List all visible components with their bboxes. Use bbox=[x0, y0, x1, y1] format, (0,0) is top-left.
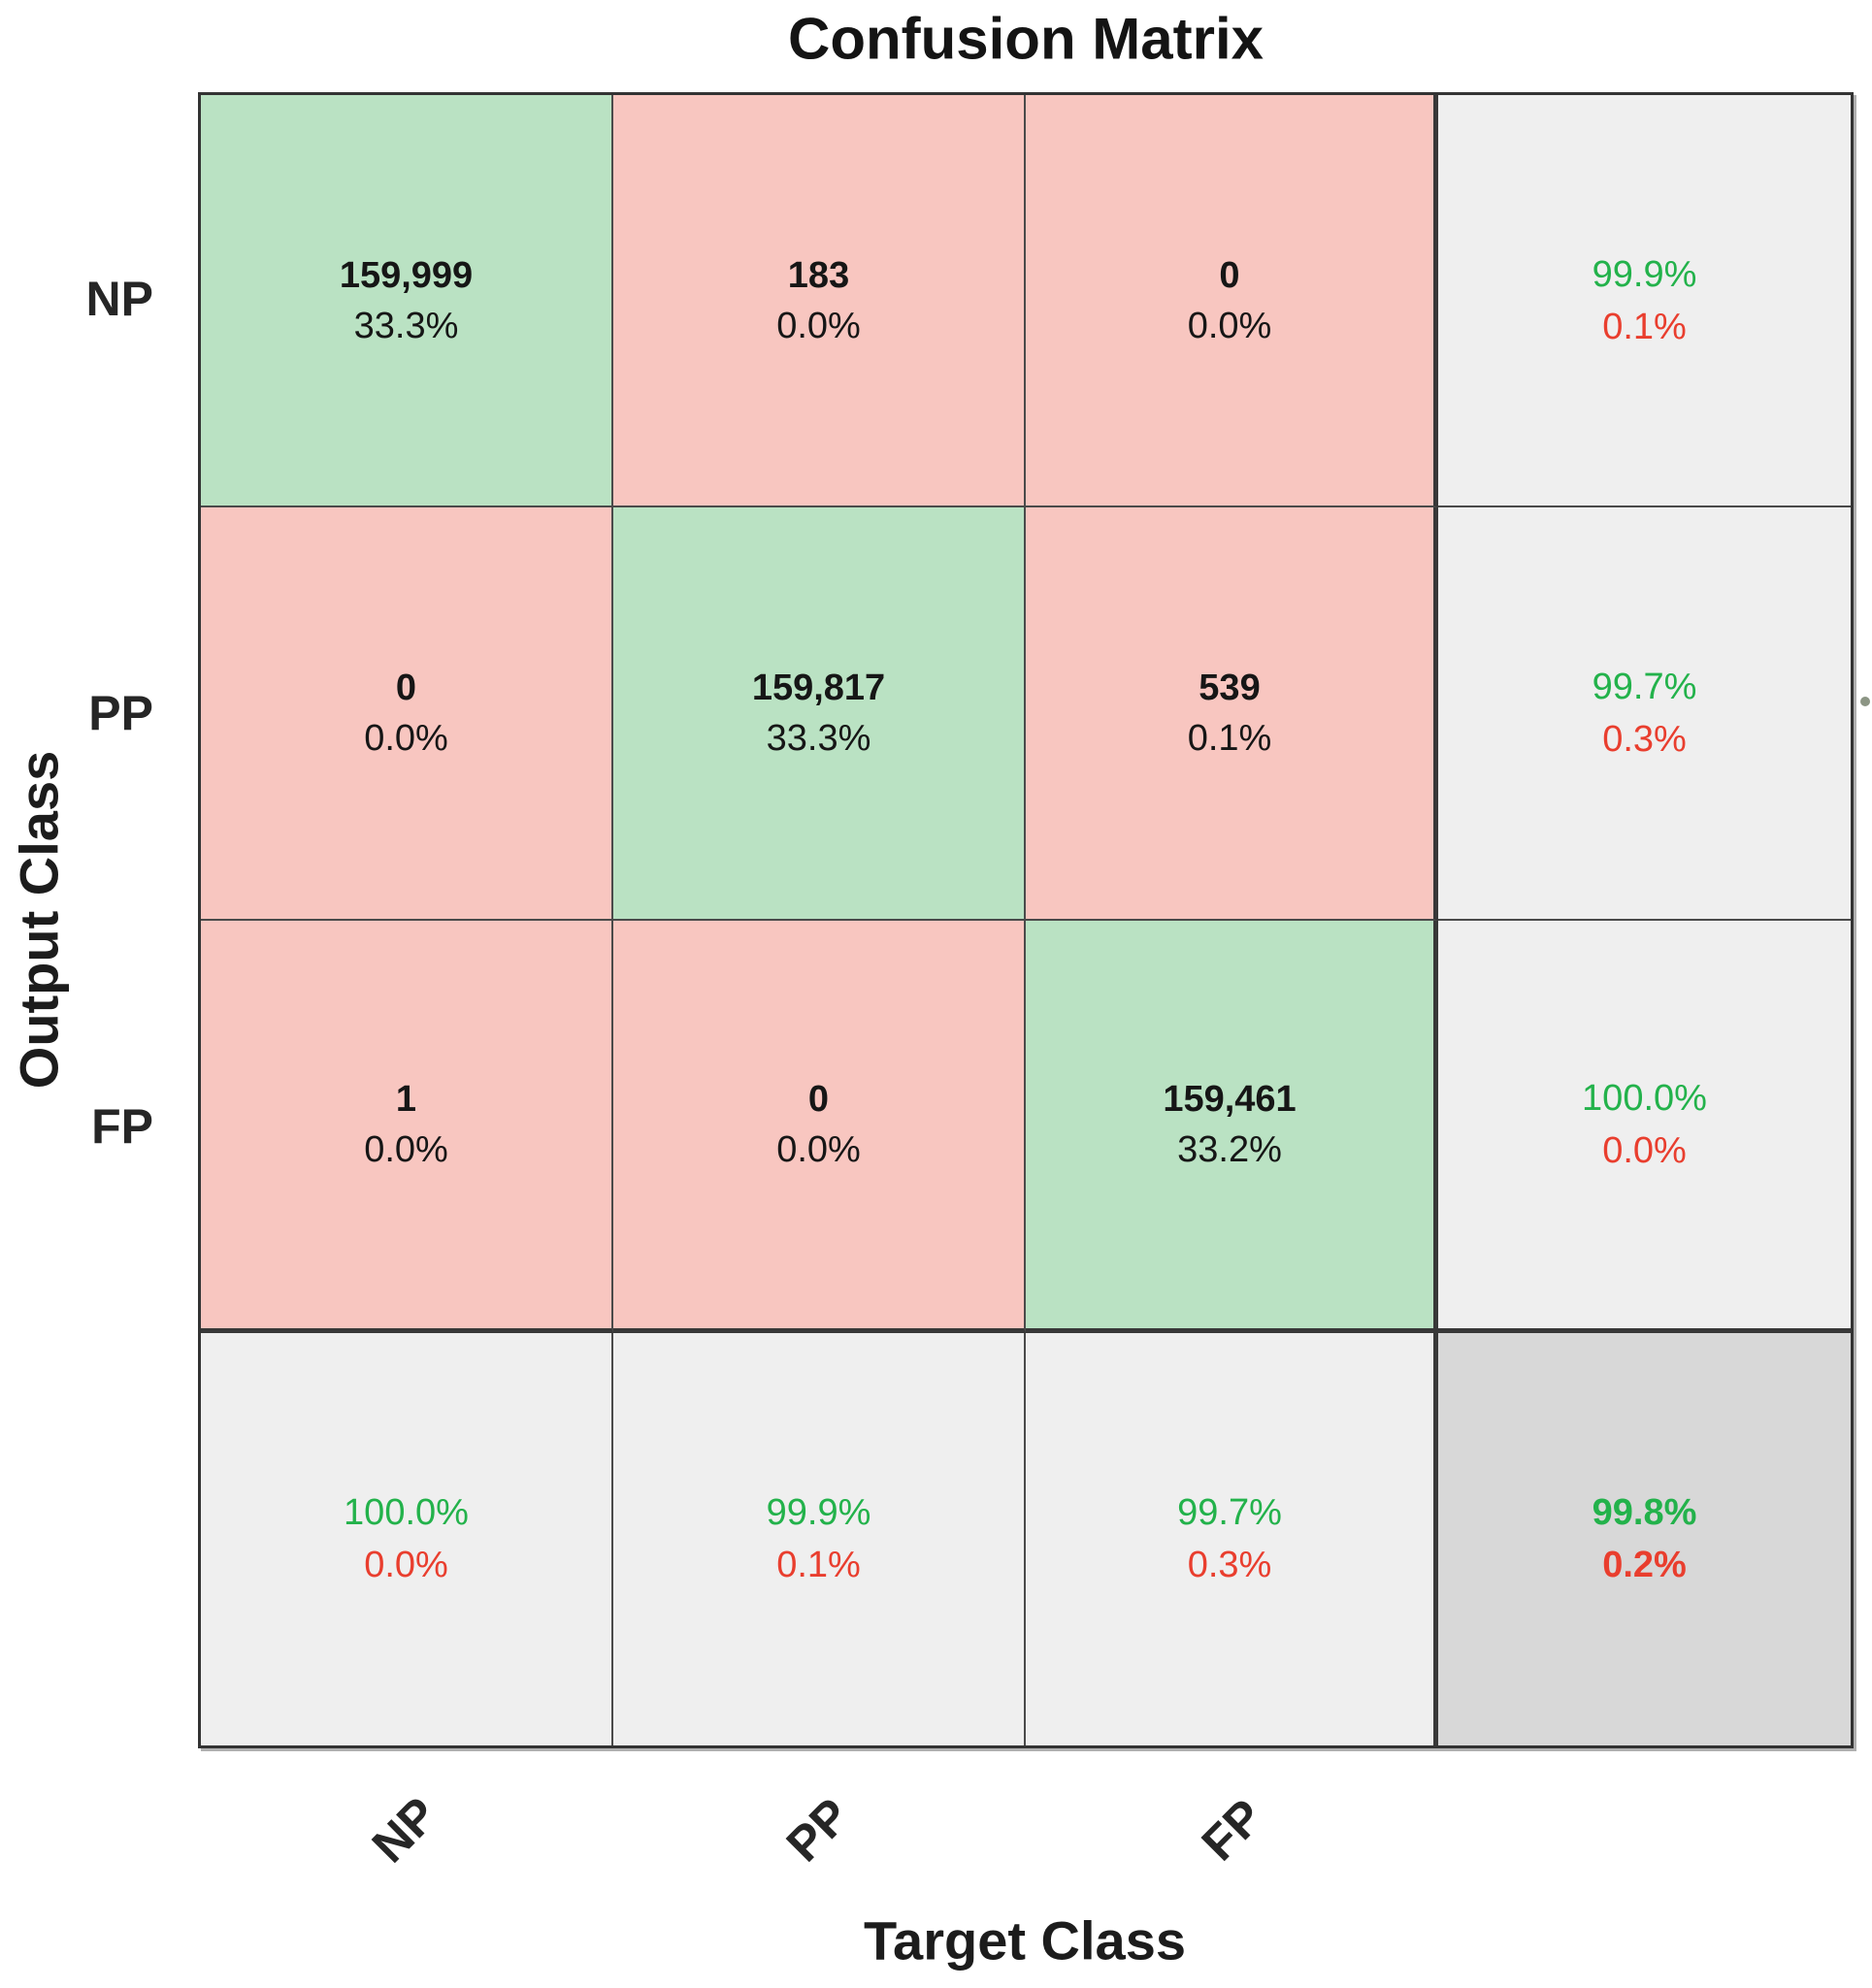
cell-count: 1 bbox=[395, 1078, 417, 1120]
cell-percent: 0.0% bbox=[776, 1128, 861, 1170]
cell-count: 159,817 bbox=[751, 667, 886, 708]
col-summary-bad-percent: 0.1% bbox=[776, 1545, 861, 1586]
cell-output-fp-target-np: 1 0.0% bbox=[201, 920, 613, 1333]
cell-output-np-target-pp: 183 0.0% bbox=[613, 95, 1026, 508]
x-tick-fp: FP bbox=[1191, 1788, 1274, 1872]
x-tick-pp: PP bbox=[775, 1787, 861, 1873]
cell-output-pp-target-pp: 159,817 33.3% bbox=[613, 507, 1026, 921]
col-summary-bad-percent: 0.0% bbox=[364, 1545, 448, 1586]
y-tick-fp: FP bbox=[91, 1099, 153, 1154]
cell-percent: 33.3% bbox=[353, 305, 459, 346]
cell-output-fp-target-pp: 0 0.0% bbox=[613, 920, 1026, 1333]
row-summary-good-percent: 100.0% bbox=[1582, 1077, 1707, 1119]
row-summary-good-percent: 99.7% bbox=[1592, 666, 1697, 707]
cell-percent: 0.0% bbox=[364, 717, 448, 759]
cell-output-pp-target-np: 0 0.0% bbox=[201, 507, 613, 921]
cell-count: 159,999 bbox=[339, 254, 474, 296]
cell-count: 0 bbox=[807, 1078, 830, 1120]
col-summary-good-percent: 100.0% bbox=[344, 1492, 469, 1534]
cell-output-fp-target-fp: 159,461 33.2% bbox=[1026, 920, 1438, 1333]
row-summary-bad-percent: 0.3% bbox=[1602, 718, 1687, 760]
col-summary-np: 100.0% 0.0% bbox=[201, 1332, 613, 1745]
cell-count: 0 bbox=[395, 667, 417, 708]
x-axis-label: Target Class bbox=[864, 1909, 1186, 1972]
marker-dot bbox=[1860, 697, 1870, 706]
cell-output-np-target-np: 159,999 33.3% bbox=[201, 95, 613, 508]
cell-percent: 0.0% bbox=[776, 305, 861, 346]
col-summary-good-percent: 99.7% bbox=[1177, 1492, 1282, 1534]
cell-count: 159,461 bbox=[1163, 1078, 1297, 1120]
row-summary-pp: 99.7% 0.3% bbox=[1438, 507, 1851, 921]
cell-percent: 0.0% bbox=[1187, 305, 1272, 346]
cell-count: 183 bbox=[787, 254, 850, 296]
overall-error-percent: 0.2% bbox=[1602, 1545, 1687, 1586]
row-summary-bad-percent: 0.1% bbox=[1602, 306, 1687, 347]
row-summary-fp: 100.0% 0.0% bbox=[1438, 920, 1851, 1333]
y-axis-label: Output Class bbox=[8, 750, 70, 1090]
col-summary-good-percent: 99.9% bbox=[766, 1492, 871, 1534]
row-summary-np: 99.9% 0.1% bbox=[1438, 95, 1851, 508]
col-summary-pp: 99.9% 0.1% bbox=[613, 1332, 1026, 1745]
cell-output-np-target-fp: 0 0.0% bbox=[1026, 95, 1438, 508]
col-summary-bad-percent: 0.3% bbox=[1187, 1545, 1272, 1586]
cell-percent: 0.1% bbox=[1187, 717, 1272, 759]
overall-accuracy-cell: 99.8% 0.2% bbox=[1438, 1332, 1851, 1745]
overall-accuracy-percent: 99.8% bbox=[1592, 1492, 1697, 1534]
cell-count: 539 bbox=[1199, 667, 1261, 708]
y-tick-pp: PP bbox=[88, 686, 153, 740]
confusion-matrix-grid: 159,999 33.3% 183 0.0% 0 0.0% 99.9% 0.1%… bbox=[198, 92, 1854, 1748]
y-tick-np: NP bbox=[85, 272, 153, 326]
cell-percent: 0.0% bbox=[364, 1128, 448, 1170]
cell-count: 0 bbox=[1219, 254, 1240, 296]
cell-percent: 33.2% bbox=[1177, 1128, 1282, 1170]
cell-output-pp-target-fp: 539 0.1% bbox=[1026, 507, 1438, 921]
row-summary-bad-percent: 0.0% bbox=[1602, 1129, 1687, 1171]
row-summary-good-percent: 99.9% bbox=[1592, 253, 1697, 295]
col-summary-fp: 99.7% 0.3% bbox=[1026, 1332, 1438, 1745]
x-tick-np: NP bbox=[361, 1786, 448, 1874]
cell-percent: 33.3% bbox=[766, 717, 871, 759]
chart-title: Confusion Matrix bbox=[788, 6, 1264, 72]
